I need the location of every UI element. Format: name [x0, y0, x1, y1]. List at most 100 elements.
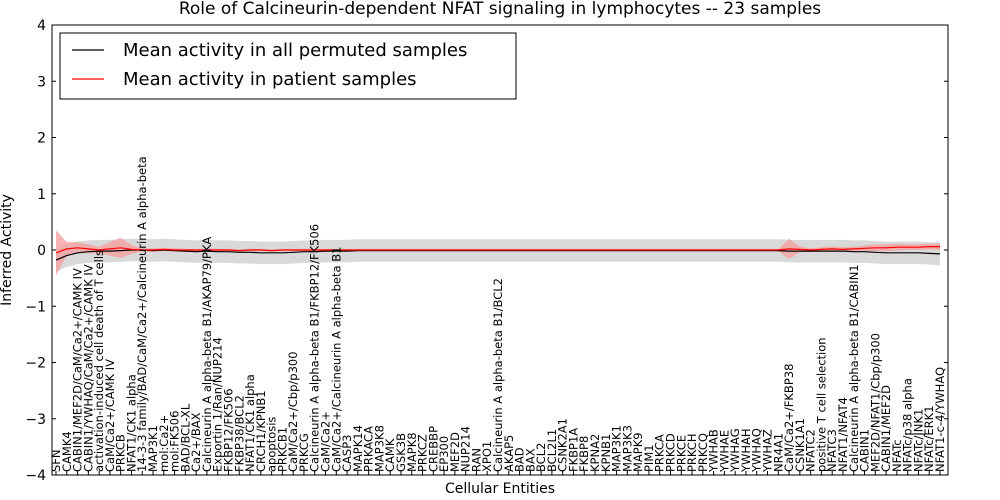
- x-tick-label: BAD/BCL-XL: [178, 403, 192, 472]
- y-axis: −4 −3 −2 −1 0 1 2 3 4: [25, 18, 948, 484]
- x-tick-label: EP300: [437, 436, 451, 472]
- x-tick-label: PRKCH: [685, 433, 699, 472]
- x-tick-label: CaM/Ca2+: [319, 411, 333, 472]
- x-tick-label: Calcineurin A alpha-beta B1/CABIN1: [847, 264, 861, 472]
- x-tick-label: PRKCZ: [416, 434, 430, 472]
- x-tick-label: NFAT1/NFAT4: [836, 397, 850, 472]
- x-tick-label: PRKCB: [114, 434, 128, 472]
- x-tick-label: SFN: [49, 449, 63, 472]
- x-tick-label: NFATc: [890, 439, 904, 472]
- x-tick-label: CaM/Ca2+/FKBP38: [782, 364, 796, 472]
- x-tick-label: KPNA2: [588, 434, 602, 472]
- x-tick-label: PIM1: [642, 444, 656, 472]
- x-tick-label: MAPK14: [351, 425, 365, 472]
- y-tick-label: 3: [37, 74, 46, 90]
- x-tick-label: XPO1: [480, 441, 494, 472]
- legend-box: [59, 32, 517, 100]
- x-tick-label: CaM/Ca2+/Cbp/p300: [286, 351, 300, 472]
- legend-label-permuted: Mean activity in all permuted samples: [123, 40, 467, 61]
- x-axis-label: Cellular Entities: [445, 481, 555, 497]
- x-tick-label: FKBP38/BCL2: [232, 395, 246, 472]
- x-tick-label: MAP3K3: [620, 425, 634, 472]
- x-tick-label: CaM/Ca2+/CAMK IV: [103, 359, 117, 472]
- x-tick-label: CSNK1A1: [793, 418, 807, 472]
- x-tick-label: MAP3K1: [146, 425, 160, 472]
- x-tick-label: mol:Ca2+: [157, 415, 171, 472]
- x-tick-label: CABIN1/YWHAQ/CaM/Ca2+/CAMK IV: [81, 264, 95, 472]
- x-tick-label: FKBP1A: [567, 428, 581, 472]
- x-tick-label: CABIN1/MEF2D/CaM/Ca2+/CAMK IV: [71, 268, 85, 472]
- x-tick-label: CABIN1/MEF2D: [879, 385, 893, 472]
- y-axis-label: Inferred Activity: [0, 194, 15, 306]
- x-tick-label: 14-3-3 family/BAD/CaM/Ca2+/Calcineurin A…: [135, 156, 149, 472]
- x-tick-label: NFAT1/CK1 alpha: [125, 374, 139, 472]
- x-tick-label: BCL2L1: [545, 429, 559, 472]
- x-tick-label: Ca2+/BAX: [189, 412, 203, 472]
- x-tick-label: YWHAB: [707, 429, 721, 473]
- y-tick-label: −3: [25, 412, 46, 428]
- x-tick-label: positive T cell selection: [814, 337, 828, 472]
- x-tick-label: NFATc/ERK1: [922, 405, 936, 472]
- y-tick-label: −4: [25, 468, 46, 484]
- x-tick-label: FKBP8: [577, 436, 591, 472]
- x-tick-label: PRKCD: [664, 433, 678, 472]
- x-tick-label: FKBP12/FK506: [222, 388, 236, 472]
- x-tick-label: NFAT1-c-4/YWHAQ: [933, 367, 947, 472]
- x-tick-label: Calcineurin A alpha-beta B1/FKBP12/FK506: [308, 224, 322, 472]
- x-tick-label: PRKCB1: [275, 427, 289, 472]
- x-tick-label: apoptosis: [265, 417, 279, 472]
- x-tick-label: CREBBP: [426, 426, 440, 472]
- series-line-patient: [55, 246, 940, 254]
- x-tick-label: Calcineurin A alpha-beta B1/AKAP79/PKA: [200, 237, 214, 472]
- x-tick-label: CaM/Ca2+/Calcineurin A alpha-beta B1: [329, 247, 343, 472]
- legend: Mean activity in all permuted samples Me…: [59, 32, 517, 100]
- plot-area: [55, 230, 941, 276]
- x-tick-label: MAPK9: [631, 432, 645, 472]
- x-tick-label: BAD: [513, 447, 527, 472]
- legend-label-patient: Mean activity in patient samples: [123, 69, 417, 90]
- x-tick-label: PRKCE: [674, 435, 688, 472]
- x-tick-label: YWHAQ: [750, 428, 764, 473]
- x-tick-label: CRCH1/KPNB1: [254, 390, 268, 472]
- x-tick-label: NFATc/p38 alpha: [901, 378, 915, 472]
- x-tick-label: Exportin 1/Ran/NUP214: [211, 337, 225, 472]
- x-tick-label: CASP3: [340, 435, 354, 472]
- y-tick-label: 2: [37, 131, 46, 147]
- x-tick-label: PRKCQ: [696, 433, 710, 472]
- x-tick-label: NFAT1/CK1 alpha: [243, 374, 257, 472]
- x-tick-label: MAP3K1: [610, 425, 624, 472]
- x-tick-label: PRKCG: [297, 433, 311, 472]
- x-tick-label: NFATC2: [804, 429, 818, 472]
- x-tick-label: NUP214: [459, 426, 473, 472]
- y-tick-label: 1: [37, 187, 46, 203]
- y-tick-label: −2: [25, 356, 46, 372]
- x-tick-label: NFATC3: [825, 429, 839, 472]
- y-tick-label: −1: [25, 299, 46, 315]
- x-tick-label: YWHAE: [717, 430, 731, 473]
- x-tick-label: CABIN1: [858, 429, 872, 472]
- chart-title: Role of Calcineurin-dependent NFAT signa…: [179, 0, 821, 19]
- x-tick-label: PRKCA: [653, 434, 667, 472]
- y-tick-label: 0: [37, 243, 46, 259]
- x-tick-label: BCL2: [534, 443, 548, 472]
- x-tick-label: mol:FK506: [168, 411, 182, 472]
- x-tick-label: YWHAH: [739, 428, 753, 473]
- x-tick-label: MAPK8: [405, 432, 419, 472]
- x-tick-label: activation-induced cell death of T cells: [92, 250, 106, 472]
- x-tick-label: AKAP5: [502, 435, 516, 472]
- x-tick-label: GSK3B: [394, 433, 408, 472]
- x-tick-label: KPNB1: [599, 434, 613, 472]
- x-tick-label: RAN: [469, 448, 483, 472]
- x-tick-label: MEF2D/NFAT1/Cbp/p300: [868, 333, 882, 472]
- x-tick-label: CAMK: [383, 438, 397, 472]
- y-tick-label: 4: [37, 18, 46, 34]
- x-tick-label: BAX: [523, 448, 537, 472]
- x-tick-label: NR4A1: [771, 433, 785, 472]
- x-tick-label: Calcineurin A alpha-beta B1/BCL2: [491, 278, 505, 472]
- x-tick-label: YWHAG: [728, 428, 742, 473]
- x-tick-label: NFATc/JNK1: [911, 409, 925, 472]
- x-tick-label: MAP3K8: [372, 425, 386, 472]
- permuted-variance-band: [56, 238, 940, 272]
